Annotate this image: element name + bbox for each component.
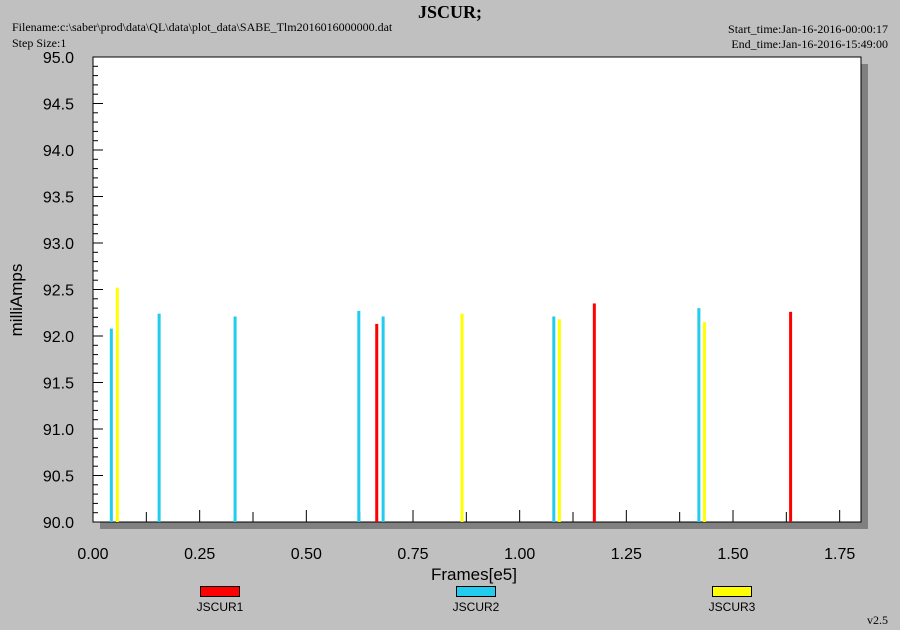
end-time-label: End_time:Jan-16-2016-15:49:00 <box>731 37 888 51</box>
plot-area <box>92 56 862 523</box>
legend-swatch-jscur3 <box>712 586 752 597</box>
start-time-label: Start_time:Jan-16-2016-00:00:17 <box>728 22 888 36</box>
chart-title: JSCUR; <box>417 2 482 22</box>
legend-label-jscur3: JSCUR3 <box>708 600 756 614</box>
x-tick-label: 1.00 <box>504 546 535 563</box>
x-tick-label: 0.25 <box>184 546 215 563</box>
bar-jscur3 <box>702 322 706 522</box>
bar-jscur2 <box>233 316 237 522</box>
y-axis-label: milliAmps <box>7 264 26 337</box>
bar-jscur1 <box>592 303 596 522</box>
bar-jscur1 <box>789 311 793 522</box>
axis-ticks: 90.0 90.5 91.0 91.5 92.0 92.5 93.0 93.5 94.0 94.5… <box>43 50 855 563</box>
y-tick-label: 91.0 <box>43 422 74 439</box>
bar-jscur2 <box>381 316 385 522</box>
data-bars <box>109 287 793 522</box>
filename-label: Filename:c:\saber\prod\data\QL\data\plot… <box>12 20 393 34</box>
legend-item-jscur2: JSCUR2 <box>436 586 516 614</box>
legend-item-jscur1: JSCUR1 <box>180 586 260 614</box>
bar-jscur2 <box>552 316 556 522</box>
legend-label-jscur1: JSCUR1 <box>196 600 244 614</box>
x-tick-label: 1.50 <box>717 546 748 563</box>
y-tick-label: 94.0 <box>43 143 74 160</box>
y-tick-label: 93.5 <box>43 190 74 207</box>
bar-jscur3 <box>460 313 464 522</box>
x-tick-label: 1.25 <box>611 546 642 563</box>
bar-jscur2 <box>357 310 361 522</box>
bar-jscur2 <box>697 308 701 522</box>
legend-item-jscur3: JSCUR3 <box>692 586 772 614</box>
x-axis-label: Frames[e5] <box>431 565 517 584</box>
y-tick-label: 91.5 <box>43 376 74 393</box>
x-tick-label: 0.00 <box>77 546 108 563</box>
legend-swatch-jscur2 <box>456 586 496 597</box>
x-tick-label: 0.50 <box>291 546 322 563</box>
bar-jscur2 <box>109 328 113 522</box>
bar-jscur3 <box>557 319 561 522</box>
y-tick-label: 95.0 <box>43 50 74 67</box>
legend-label-jscur2: JSCUR2 <box>452 600 500 614</box>
x-tick-label: 0.75 <box>397 546 428 563</box>
y-tick-label: 93.0 <box>43 236 74 253</box>
bar-jscur3 <box>115 287 119 522</box>
version-label: v2.5 <box>867 613 888 627</box>
bar-jscur2 <box>157 313 161 522</box>
y-tick-label: 90.0 <box>43 515 74 532</box>
y-tick-label: 92.0 <box>43 329 74 346</box>
y-tick-label: 90.5 <box>43 469 74 486</box>
step-size-label: Step Size:1 <box>12 36 67 50</box>
legend-swatch-jscur1 <box>200 586 240 597</box>
x-tick-label: 1.75 <box>824 546 855 563</box>
y-tick-label: 94.5 <box>43 97 74 114</box>
y-tick-label: 92.5 <box>43 283 74 300</box>
bar-jscur1 <box>375 323 379 522</box>
